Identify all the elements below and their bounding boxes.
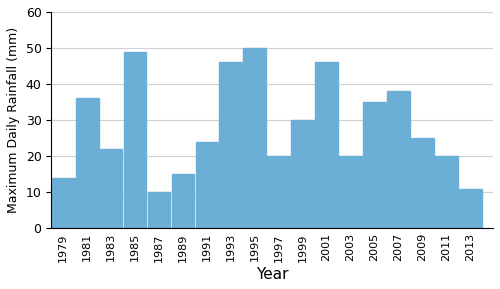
Bar xyxy=(363,102,386,228)
X-axis label: Year: Year xyxy=(256,267,288,282)
Bar xyxy=(315,62,338,228)
Bar xyxy=(220,62,242,228)
Bar xyxy=(124,52,146,228)
Bar xyxy=(459,189,481,228)
Bar xyxy=(244,48,266,228)
Y-axis label: Maximum Daily Rainfall (mm): Maximum Daily Rainfall (mm) xyxy=(7,27,20,213)
Bar xyxy=(435,156,458,228)
Bar xyxy=(387,91,410,228)
Bar xyxy=(292,120,314,228)
Bar xyxy=(52,178,74,228)
Bar xyxy=(268,156,290,228)
Bar xyxy=(100,149,122,228)
Bar xyxy=(76,99,98,228)
Bar xyxy=(339,156,362,228)
Bar xyxy=(172,174,194,228)
Bar xyxy=(411,138,434,228)
Bar xyxy=(148,192,171,228)
Bar xyxy=(196,142,218,228)
